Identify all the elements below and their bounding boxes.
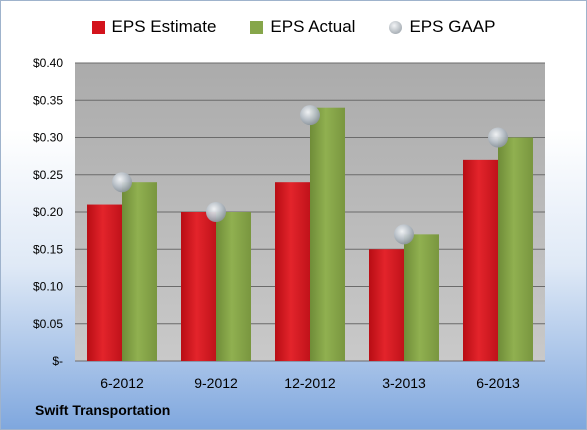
x-tick-label: 12-2012 — [284, 375, 336, 391]
legend-label-estimate: EPS Estimate — [111, 17, 217, 36]
legend-swatch-estimate — [91, 20, 105, 34]
legend-swatch-actual — [250, 20, 264, 34]
actual-bar — [216, 212, 251, 361]
legend-item-actual: EPS Actual — [250, 17, 355, 37]
legend-item-gaap: EPS GAAP — [389, 17, 495, 37]
actual-bar — [404, 234, 439, 361]
estimate-bar — [275, 182, 310, 361]
y-tick-label: $- — [52, 354, 63, 368]
estimate-bar — [181, 212, 216, 361]
x-tick-label: 6-2012 — [100, 375, 144, 391]
x-tick-label: 3-2013 — [382, 375, 426, 391]
gaap-marker — [488, 127, 508, 148]
gaap-marker — [206, 202, 226, 222]
x-tick-label: 9-2012 — [194, 375, 238, 391]
gaap-marker — [112, 172, 132, 193]
y-tick-label: $0.10 — [33, 280, 63, 294]
estimate-bar — [87, 204, 122, 361]
y-tick-label: $0.25 — [33, 168, 63, 182]
gaap-marker — [300, 105, 320, 126]
estimate-bar — [463, 159, 498, 361]
estimate-bar — [369, 249, 404, 361]
company-name: Swift Transportation — [35, 402, 171, 418]
actual-bar — [498, 137, 533, 361]
x-axis: 6-2012 9-2012 12-2012 3-2013 6-2013 — [100, 375, 520, 391]
legend-label-gaap: EPS GAAP — [409, 17, 496, 36]
y-tick-label: $0.20 — [33, 205, 63, 219]
y-tick-label: $0.05 — [33, 317, 63, 331]
gaap-marker — [394, 224, 414, 245]
y-tick-label: $0.30 — [33, 131, 63, 145]
actual-bar — [122, 182, 157, 361]
legend-label-actual: EPS Actual — [270, 17, 356, 36]
x-tick-label: 6-2013 — [476, 375, 520, 391]
y-tick-label: $0.40 — [33, 56, 63, 70]
legend-swatch-gaap — [389, 20, 403, 34]
gaap-markers — [112, 105, 508, 245]
y-tick-label: $0.35 — [33, 93, 63, 107]
actual-bar — [310, 107, 345, 361]
bars — [87, 107, 533, 361]
y-tick-label: $0.15 — [33, 242, 63, 256]
legend: EPS Estimate EPS Actual EPS GAAP — [1, 17, 586, 37]
legend-item-estimate: EPS Estimate — [91, 17, 217, 37]
y-axis: $- $0.05 $0.10 $0.15 $0.20 $0.25 $0.30 $0.35 $0.… — [33, 56, 63, 368]
